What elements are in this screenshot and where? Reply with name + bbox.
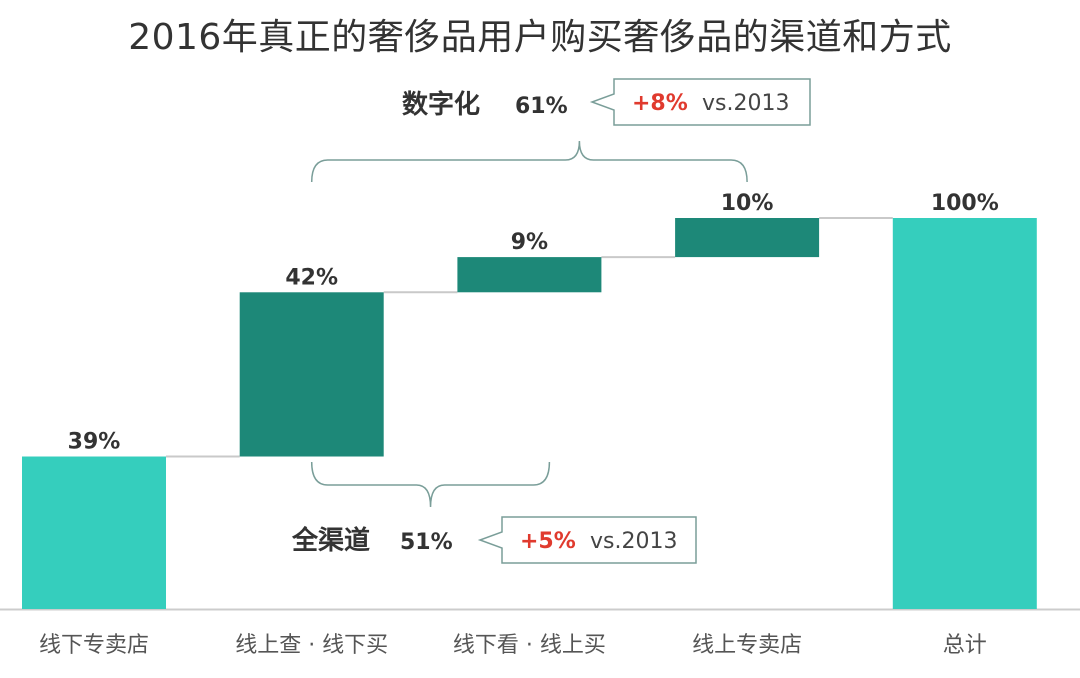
x-tick-label: 线下看 · 线上买 xyxy=(453,633,606,658)
group-value: 61% xyxy=(515,94,568,119)
delta-callout xyxy=(589,78,811,126)
x-tick-label: 线上查 · 线下买 xyxy=(235,633,388,658)
delta-value: +8% xyxy=(632,91,688,116)
bar xyxy=(22,456,166,609)
chart-title: 2016年真正的奢侈品用户购买奢侈品的渠道和方式 xyxy=(128,17,952,58)
bar xyxy=(892,218,1037,609)
data-label: 42% xyxy=(285,265,338,290)
bar xyxy=(675,218,820,258)
data-label: 10% xyxy=(721,191,774,216)
x-tick-label: 线上专卖店 xyxy=(692,633,802,658)
group-name: 全渠道 xyxy=(291,525,370,556)
group-value: 51% xyxy=(400,530,453,555)
delta-reference: vs.2013 xyxy=(590,529,677,554)
x-tick-label: 线下专卖店 xyxy=(39,633,149,658)
data-label: 39% xyxy=(68,430,121,455)
x-tick-label: 总计 xyxy=(943,633,987,658)
data-label: 9% xyxy=(511,230,548,255)
group-bracket xyxy=(310,461,551,508)
data-label: 100% xyxy=(931,191,999,216)
group-bracket xyxy=(310,140,748,183)
delta-callout xyxy=(477,516,697,564)
group-name: 数字化 xyxy=(402,89,480,120)
bar xyxy=(239,292,384,457)
delta-reference: vs.2013 xyxy=(702,91,789,116)
bar xyxy=(457,257,602,293)
delta-value: +5% xyxy=(520,529,576,554)
